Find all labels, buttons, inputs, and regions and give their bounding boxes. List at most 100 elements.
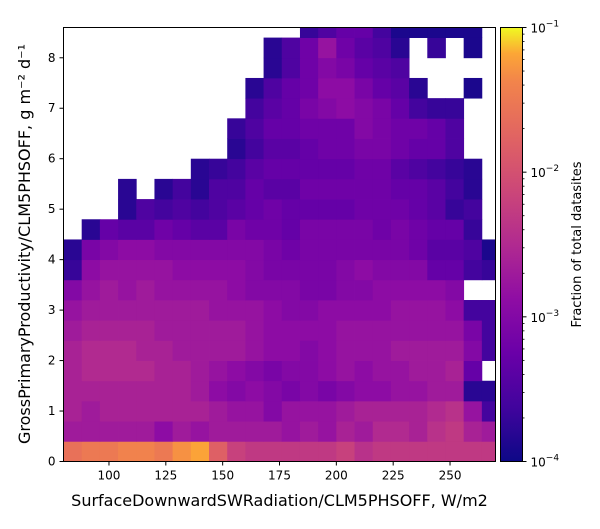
heatmap-cell xyxy=(263,320,283,341)
heatmap-cell xyxy=(299,259,319,281)
heatmap-cell xyxy=(172,380,192,402)
heatmap-cell xyxy=(427,340,446,361)
heatmap-cell xyxy=(172,340,192,361)
heatmap-cell xyxy=(227,380,246,402)
heatmap-cell xyxy=(299,239,319,261)
heatmap-cell xyxy=(390,279,410,301)
heatmap-cell xyxy=(281,199,301,220)
heatmap-cell xyxy=(118,178,137,200)
heatmap-cell xyxy=(409,320,428,341)
heatmap-cell xyxy=(227,259,246,281)
heatmap-cell xyxy=(245,219,264,240)
heatmap-cell xyxy=(372,77,392,99)
heatmap-cell xyxy=(154,178,174,200)
heatmap-cell xyxy=(409,380,428,402)
heatmap-cell xyxy=(354,400,374,422)
heatmap-cell xyxy=(245,118,264,139)
heatmap-cell xyxy=(99,259,119,281)
heatmap-cell xyxy=(227,360,246,382)
heatmap-cell xyxy=(281,138,301,160)
heatmap-cell xyxy=(409,340,428,361)
heatmap-cell xyxy=(81,360,101,382)
heatmap-cell xyxy=(299,178,319,200)
heatmap-cell xyxy=(299,57,319,79)
heatmap-cell xyxy=(318,259,337,281)
heatmap-cell xyxy=(281,340,301,361)
heatmap-cell xyxy=(445,320,465,341)
heatmap-cell xyxy=(445,441,465,462)
heatmap-cell xyxy=(318,219,337,240)
heatmap-cell xyxy=(463,400,483,422)
heatmap-cell xyxy=(190,380,210,402)
heatmap-cell xyxy=(281,178,301,200)
heatmap-cell xyxy=(209,340,228,361)
heatmap-cell xyxy=(281,239,301,261)
heatmap-cell xyxy=(445,239,465,261)
heatmap-cell xyxy=(209,199,228,220)
heatmap-cell xyxy=(372,340,392,361)
heatmap-cell xyxy=(281,158,301,180)
heatmap-cell xyxy=(390,400,410,422)
heatmap-cell xyxy=(263,219,283,240)
heatmap-cell xyxy=(154,219,174,240)
heatmap-cell xyxy=(390,219,410,240)
heatmap-cell xyxy=(318,158,337,180)
heatmap-cell xyxy=(245,279,264,301)
heatmap-cell xyxy=(318,320,337,341)
heatmap-cell xyxy=(299,158,319,180)
heatmap-cell xyxy=(354,421,374,442)
heatmap-cell xyxy=(336,37,355,59)
heatmap-cell xyxy=(136,421,155,442)
heatmap-cell xyxy=(336,239,355,261)
heatmap-cell xyxy=(81,219,101,240)
heatmap-cell xyxy=(63,239,83,261)
heatmap-cell xyxy=(372,27,392,38)
heatmap-cell xyxy=(318,400,337,422)
heatmap-cell xyxy=(354,98,374,119)
heatmap-cell xyxy=(354,37,374,59)
colorbar-tick-label: 10−4 xyxy=(531,454,560,470)
heatmap-cell xyxy=(190,421,210,442)
heatmap-cell xyxy=(154,259,174,281)
heatmap-cell xyxy=(299,421,319,442)
heatmap-cell xyxy=(372,199,392,220)
heatmap-cell xyxy=(209,178,228,200)
heatmap-cell xyxy=(354,259,374,281)
heatmap-cell xyxy=(354,118,374,139)
heatmap-cell xyxy=(445,178,465,200)
heatmap-cell xyxy=(263,360,283,382)
heatmap-cell xyxy=(372,37,392,59)
heatmap-cell xyxy=(336,340,355,361)
heatmap-cell xyxy=(136,219,155,240)
heatmap-cell xyxy=(390,239,410,261)
heatmap-cell xyxy=(209,320,228,341)
heatmap-cell xyxy=(409,300,428,321)
heatmap-cell xyxy=(81,320,101,341)
heatmap-cell xyxy=(390,37,410,59)
heatmap-cell xyxy=(354,441,374,462)
y-tick-label: 5 xyxy=(48,202,56,216)
heatmap-cell xyxy=(427,37,446,59)
heatmap-cell xyxy=(354,380,374,402)
heatmap-cell xyxy=(63,340,83,361)
heatmap-cell xyxy=(263,239,283,261)
heatmap-cell xyxy=(190,239,210,261)
heatmap-cell xyxy=(463,360,483,382)
heatmap-cell xyxy=(427,360,446,382)
heatmap-cell xyxy=(263,158,283,180)
heatmap-cell xyxy=(463,178,483,200)
x-tick-label: 225 xyxy=(382,469,405,483)
heatmap-cell xyxy=(336,199,355,220)
heatmap-cell xyxy=(263,441,283,462)
heatmap-cell xyxy=(445,158,465,180)
heatmap-cell xyxy=(281,98,301,119)
heatmap-cell xyxy=(227,178,246,200)
heatmap-cell xyxy=(136,279,155,301)
heatmap-cell xyxy=(281,37,301,59)
heatmap-cell xyxy=(136,400,155,422)
heatmap-cell xyxy=(372,360,392,382)
heatmap-cell xyxy=(318,279,337,301)
heatmap-cell xyxy=(190,259,210,281)
heatmap-cell xyxy=(299,138,319,160)
heatmap-cell xyxy=(409,421,428,442)
